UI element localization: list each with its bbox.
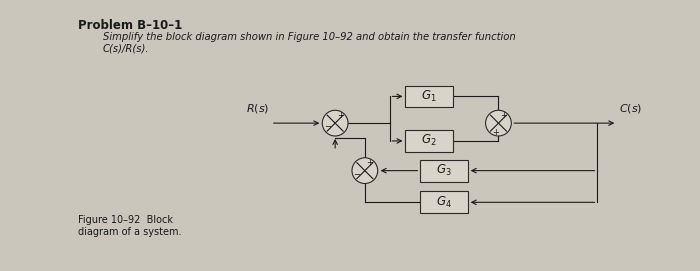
Text: $G_2$: $G_2$ bbox=[421, 133, 437, 149]
Bar bbox=[405, 130, 453, 152]
Text: +: + bbox=[492, 128, 499, 137]
Text: Figure 10–92  Block
diagram of a system.: Figure 10–92 Block diagram of a system. bbox=[78, 215, 181, 237]
Circle shape bbox=[322, 110, 348, 136]
Text: Problem B–10–1: Problem B–10–1 bbox=[78, 19, 182, 32]
Bar bbox=[405, 86, 453, 107]
Text: $G_4$: $G_4$ bbox=[436, 195, 452, 210]
Text: −: − bbox=[323, 122, 330, 132]
Text: +: + bbox=[366, 158, 373, 167]
Text: Simplify the block diagram shown in Figure 10–92 and obtain the transfer functio: Simplify the block diagram shown in Figu… bbox=[103, 32, 515, 42]
Text: $R(s)$: $R(s)$ bbox=[246, 102, 269, 115]
Text: −: − bbox=[354, 170, 360, 179]
Text: $C(s)$: $C(s)$ bbox=[620, 102, 643, 115]
Text: +: + bbox=[500, 111, 507, 120]
Bar bbox=[420, 191, 468, 213]
Circle shape bbox=[486, 110, 511, 136]
Text: +: + bbox=[337, 111, 344, 120]
Circle shape bbox=[352, 158, 378, 183]
Bar bbox=[420, 160, 468, 182]
Text: $G_1$: $G_1$ bbox=[421, 89, 437, 104]
Text: C(s)/R(s).: C(s)/R(s). bbox=[103, 44, 149, 54]
Text: $G_3$: $G_3$ bbox=[436, 163, 452, 178]
